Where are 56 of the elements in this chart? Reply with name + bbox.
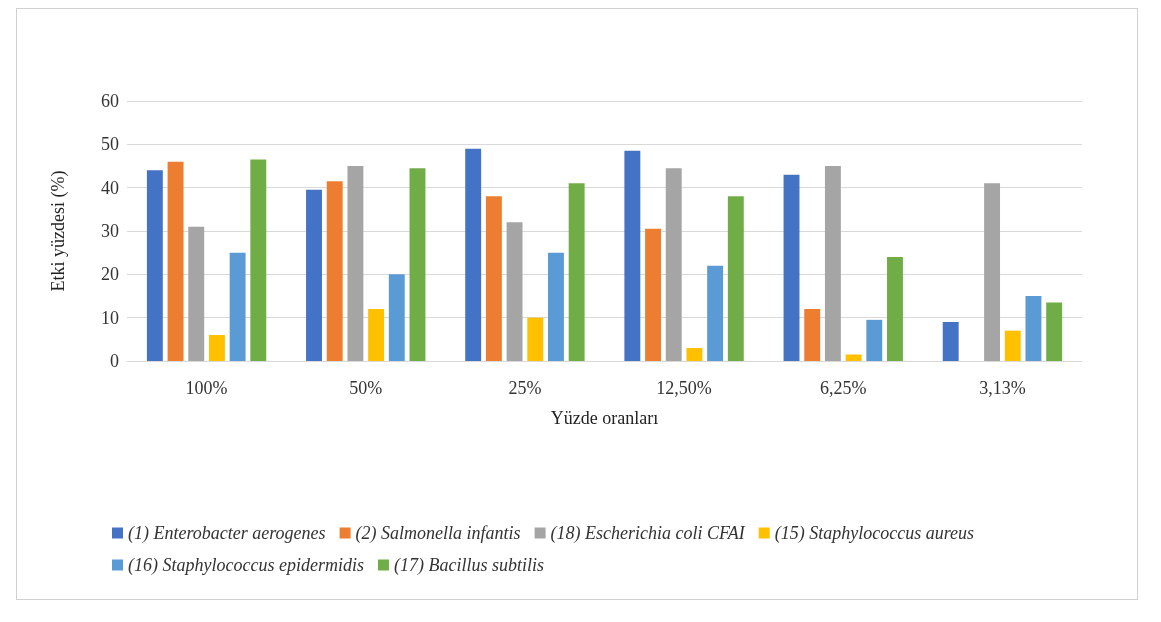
bar	[707, 265, 724, 361]
bar	[229, 252, 246, 361]
bar	[1046, 302, 1063, 361]
y-tick-label: 60	[101, 91, 119, 111]
bar	[804, 309, 821, 361]
bar	[188, 226, 205, 361]
bar	[645, 228, 661, 361]
bar	[624, 150, 641, 361]
y-tick-label: 30	[101, 221, 119, 241]
x-tick-label: 25%	[508, 378, 542, 398]
y-tick-label: 50	[101, 134, 119, 155]
x-tick-label: 100%	[185, 378, 228, 398]
bar	[409, 168, 426, 361]
bar	[866, 319, 883, 361]
bar	[824, 166, 841, 361]
legend-label: (17) Bacillus subtilis	[393, 555, 544, 576]
bar	[942, 322, 959, 361]
bar	[465, 148, 482, 361]
bar	[347, 166, 364, 361]
bar	[984, 183, 1001, 361]
x-tick-label: 12,50%	[656, 378, 712, 398]
bar	[665, 168, 682, 361]
y-tick-label: 20	[101, 264, 119, 285]
legend-label: (18) Escherichia coli CFAI	[550, 523, 746, 544]
x-axis-title: Yüzde oranları	[550, 408, 659, 428]
bar	[250, 159, 267, 361]
y-tick-label: 0	[110, 351, 119, 371]
bar	[783, 174, 800, 361]
y-tick-label: 40	[101, 177, 119, 198]
bar	[388, 274, 405, 361]
bar	[727, 196, 744, 361]
bar	[326, 181, 343, 361]
legend-label: (2) Salmonella infantis	[355, 523, 521, 544]
legend-label: (16) Staphylococcus epidermidis	[128, 555, 364, 576]
bar	[548, 252, 564, 361]
legend-label: (15) Staphylococcus aureus	[774, 523, 975, 544]
x-tick-label: 3,13%	[979, 378, 1026, 398]
y-tick-label: 10	[101, 307, 119, 328]
x-tick-label: 50%	[349, 378, 383, 398]
bar	[146, 170, 163, 361]
legend-label: (1) Enterobacter aerogenes	[128, 523, 326, 544]
bar	[167, 161, 184, 361]
bar	[306, 189, 322, 361]
bar	[527, 317, 544, 361]
x-tick-label: 6,25%	[820, 378, 867, 398]
bar	[485, 196, 502, 361]
bar	[686, 348, 703, 361]
bar	[568, 183, 585, 361]
bar	[845, 354, 862, 361]
bar	[887, 257, 903, 361]
bar	[208, 335, 225, 361]
bar	[368, 309, 385, 361]
y-axis-title: Etki yüzdesi (%)	[48, 170, 69, 292]
bar	[506, 222, 523, 361]
bar	[1004, 330, 1021, 361]
bar	[1025, 296, 1042, 361]
